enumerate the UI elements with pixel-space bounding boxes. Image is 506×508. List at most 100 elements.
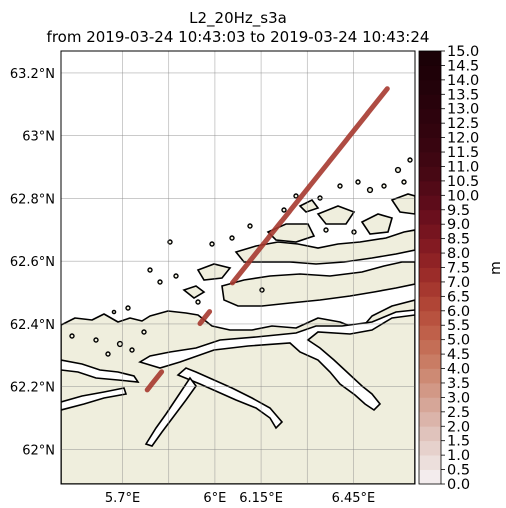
colorbar-swatch — [419, 152, 441, 167]
colorbar-swatches — [419, 51, 441, 485]
coastline-layer — [61, 157, 415, 484]
colorbar-tick-label: 1.5 — [447, 434, 470, 450]
land-island-6 — [196, 263, 232, 281]
lat-tick-label: 62°N — [22, 443, 55, 458]
fjord-inner-5 — [61, 387, 128, 411]
colorbar-swatch — [419, 79, 441, 95]
colorbar-tick-label: 0.0 — [447, 477, 470, 493]
colorbar-swatch — [419, 469, 441, 485]
gridlines — [61, 51, 415, 484]
lon-tick-label: 6°E — [203, 491, 226, 506]
lat-tick-label: 62.2°N — [10, 381, 55, 396]
colorbar: 0.00.51.01.52.02.53.03.54.04.55.05.56.06… — [418, 44, 504, 493]
lon-tick-label: 6.15°E — [239, 491, 283, 506]
colorbar-swatch — [419, 397, 441, 413]
colorbar-swatch — [419, 411, 441, 427]
map-frame — [60, 50, 416, 485]
satellite-track — [144, 86, 390, 393]
colorbar-swatch — [419, 325, 441, 341]
colorbar-tick-label: 13.0 — [447, 102, 479, 118]
land-island-8 — [182, 285, 206, 299]
colorbar-tick-label: 2.0 — [447, 419, 470, 435]
colorbar-tick-label: 4.0 — [447, 362, 470, 378]
colorbar-tick-label: 2.5 — [447, 405, 470, 421]
colorbar-tick-label: 10.5 — [447, 174, 479, 190]
colorbar-swatch — [419, 238, 441, 254]
land-island-7 — [390, 193, 415, 215]
colorbar-tick-label: 8.0 — [447, 246, 470, 262]
map-title: L2_20Hz_s3a — [189, 9, 287, 27]
colorbar-swatch — [419, 426, 441, 442]
colorbar-tick-label: 5.0 — [447, 333, 470, 349]
lon-tick-label: 6.45°E — [332, 491, 376, 506]
track-segment — [144, 369, 165, 393]
colorbar-swatch — [419, 253, 441, 268]
colorbar-swatch — [419, 440, 441, 456]
colorbar-swatch — [419, 455, 441, 470]
colorbar-swatch — [419, 296, 441, 312]
colorbar-swatch — [419, 339, 441, 355]
colorbar-tick-label: 9.0 — [447, 217, 470, 233]
land-islands-2 — [234, 229, 415, 265]
colorbar-tick-label: 13.5 — [447, 87, 479, 103]
latitude-ticks: 63.2°N 63°N 62.8°N 62.6°N 62.4°N 62.2°N 62°N — [10, 67, 55, 459]
colorbar-swatch — [419, 166, 441, 182]
colorbar-tick-label: 11.5 — [447, 145, 479, 161]
colorbar-swatch — [419, 137, 441, 153]
colorbar-swatch — [419, 267, 441, 283]
lat-tick-label: 63.2°N — [10, 67, 55, 82]
fjord-inner-3 — [144, 376, 197, 447]
colorbar-tick-label: 6.5 — [447, 289, 470, 305]
colorbar-tick-label: 14.0 — [447, 73, 479, 89]
colorbar-tick-label: 7.5 — [447, 261, 470, 277]
colorbar-swatch — [419, 310, 441, 326]
lat-tick-label: 62.8°N — [10, 192, 55, 207]
colorbar-swatch — [419, 51, 441, 66]
colorbar-ticks: 0.00.51.01.52.02.53.03.54.04.55.05.56.06… — [441, 44, 479, 493]
colorbar-tick-label: 4.5 — [447, 347, 470, 363]
colorbar-tick-label: 1.0 — [447, 448, 470, 464]
lat-tick-label: 62.4°N — [10, 318, 55, 333]
colorbar-tick-label: 14.5 — [447, 58, 479, 74]
fjord-inner-1 — [138, 309, 415, 412]
map-subtitle: from 2019-03-24 10:43:03 to 2019-03-24 1… — [46, 28, 430, 46]
fjord-inner-4 — [61, 359, 140, 383]
colorbar-swatch — [419, 368, 441, 384]
colorbar-swatch — [419, 195, 441, 211]
land-islands-1 — [221, 261, 415, 307]
colorbar-swatch — [419, 65, 441, 81]
colorbar-swatch — [419, 180, 441, 196]
lon-tick-label: 5.7°E — [105, 491, 140, 506]
colorbar-swatch — [419, 123, 441, 138]
land-island-4 — [316, 205, 356, 225]
colorbar-swatch — [419, 382, 441, 398]
land-island-5 — [360, 213, 393, 235]
colorbar-swatch — [419, 354, 441, 369]
colorbar-tick-label: 11.0 — [447, 159, 479, 175]
colorbar-tick-label: 6.0 — [447, 304, 470, 320]
colorbar-tick-label: 12.0 — [447, 131, 479, 147]
track-segment — [197, 309, 213, 327]
colorbar-tick-label: 12.5 — [447, 116, 479, 132]
colorbar-tick-label: 5.5 — [447, 318, 470, 334]
lat-tick-label: 62.6°N — [10, 255, 55, 270]
colorbar-swatch — [419, 224, 441, 240]
track-segment — [229, 86, 390, 286]
colorbar-tick-label: 3.5 — [447, 376, 470, 392]
colorbar-tick-label: 8.5 — [447, 232, 470, 248]
fjord-inner-2 — [176, 367, 284, 430]
colorbar-swatch — [419, 209, 441, 225]
colorbar-label: m — [488, 261, 504, 275]
colorbar-swatch — [419, 108, 441, 124]
colorbar-tick-label: 0.5 — [447, 463, 470, 479]
colorbar-swatch — [419, 94, 441, 110]
land-island-9 — [298, 198, 320, 213]
colorbar-tick-label: 3.0 — [447, 390, 470, 406]
colorbar-tick-label: 15.0 — [447, 44, 479, 60]
land-island-3 — [266, 223, 316, 243]
colorbar-tick-label: 9.5 — [447, 203, 470, 219]
colorbar-swatch — [419, 281, 441, 297]
lat-tick-label: 63°N — [22, 130, 55, 145]
colorbar-tick-label: 10.0 — [447, 188, 479, 204]
